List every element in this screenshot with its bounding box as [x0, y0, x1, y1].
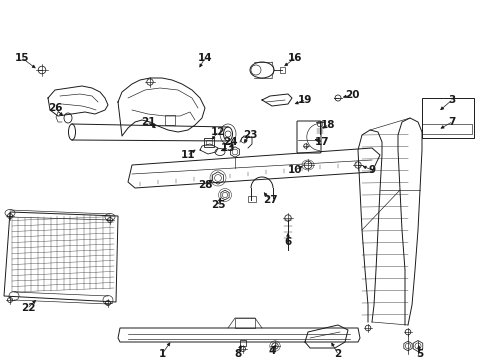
- Text: 9: 9: [367, 165, 375, 175]
- Text: 7: 7: [447, 117, 455, 127]
- Text: 1: 1: [158, 349, 165, 359]
- Text: 19: 19: [297, 95, 311, 105]
- Text: 14: 14: [197, 53, 212, 63]
- Text: 5: 5: [415, 349, 423, 359]
- Text: 2: 2: [334, 349, 341, 359]
- Text: 13: 13: [220, 143, 235, 153]
- Text: 11: 11: [181, 150, 195, 160]
- Bar: [247, 196, 256, 202]
- Text: 12: 12: [210, 127, 225, 137]
- Text: 3: 3: [447, 95, 455, 105]
- Text: 27: 27: [262, 195, 277, 205]
- Bar: [280, 67, 285, 73]
- Bar: [203, 138, 214, 147]
- Text: 23: 23: [242, 130, 257, 140]
- Text: 16: 16: [287, 53, 302, 63]
- Bar: [164, 115, 175, 125]
- Text: 21: 21: [141, 117, 155, 127]
- Text: 26: 26: [48, 103, 62, 113]
- Text: 4: 4: [268, 346, 275, 356]
- Text: 17: 17: [314, 137, 328, 147]
- Text: 25: 25: [210, 200, 225, 210]
- Text: 28: 28: [197, 180, 212, 190]
- Text: 8: 8: [234, 349, 241, 359]
- Text: 20: 20: [344, 90, 359, 100]
- Bar: [235, 318, 254, 328]
- Bar: [421, 124, 471, 134]
- Text: 22: 22: [20, 303, 35, 313]
- Bar: [205, 140, 212, 145]
- Text: 24: 24: [222, 137, 237, 147]
- Text: 15: 15: [15, 53, 29, 63]
- Text: 18: 18: [320, 120, 335, 130]
- Text: 10: 10: [287, 165, 302, 175]
- Text: 6: 6: [284, 237, 291, 247]
- Bar: [240, 340, 245, 346]
